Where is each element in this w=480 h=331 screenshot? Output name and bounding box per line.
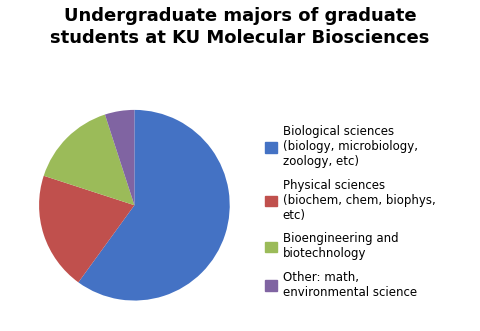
Legend: Biological sciences
(biology, microbiology,
zoology, etc), Physical sciences
(bi: Biological sciences (biology, microbiolo… (265, 125, 435, 299)
Text: Undergraduate majors of graduate
students at KU Molecular Biosciences: Undergraduate majors of graduate student… (50, 7, 430, 47)
Wedge shape (44, 115, 134, 205)
Wedge shape (78, 110, 230, 301)
Wedge shape (105, 110, 134, 205)
Wedge shape (39, 176, 134, 282)
